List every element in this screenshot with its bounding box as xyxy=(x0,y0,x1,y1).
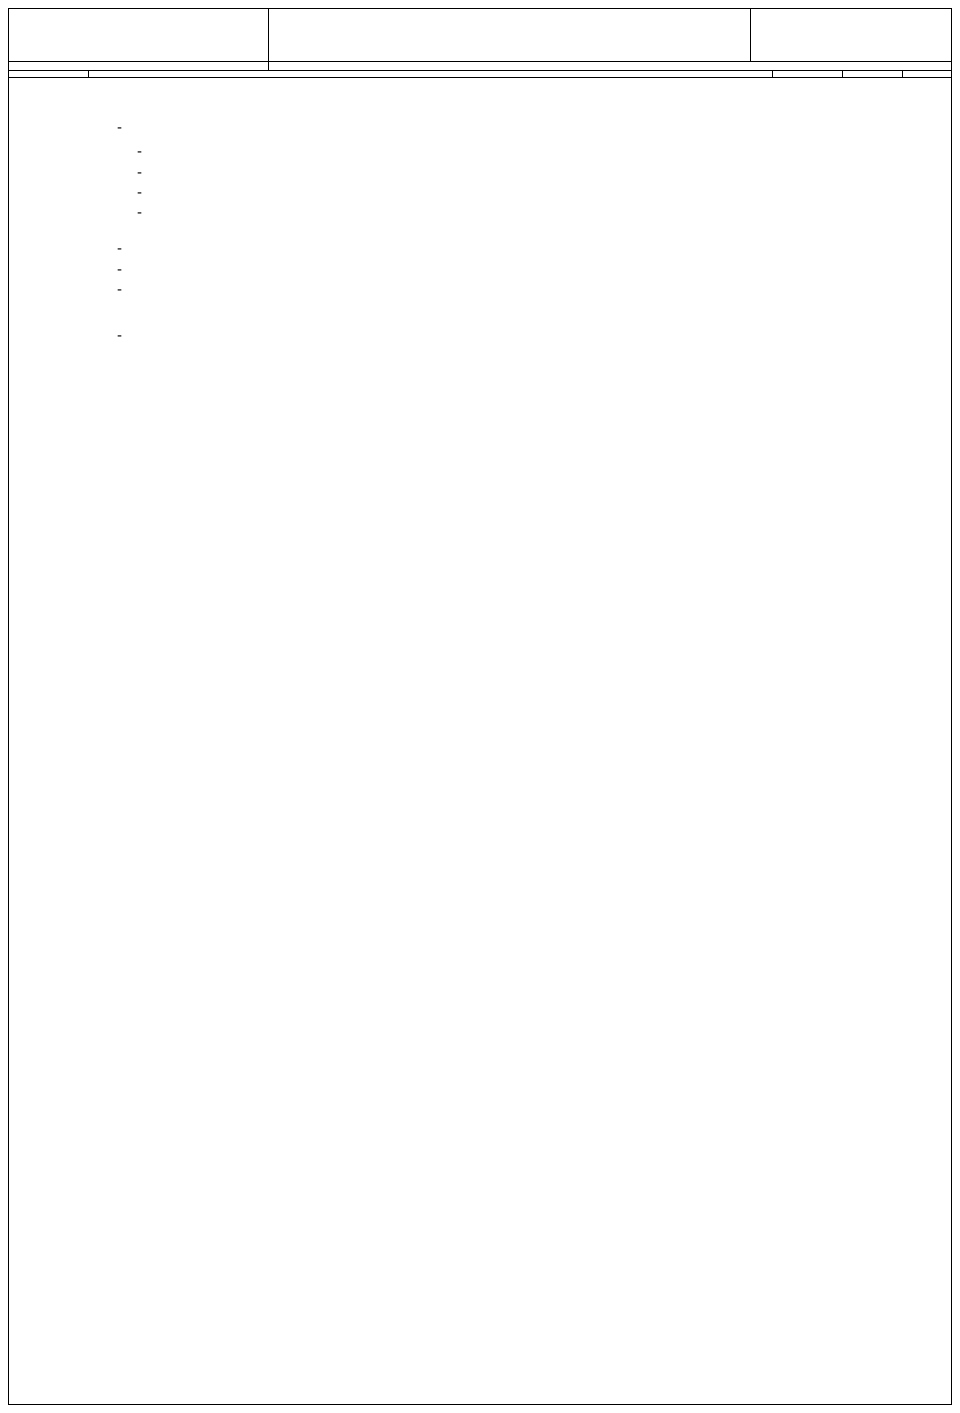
col-text xyxy=(89,71,773,77)
col-mangd xyxy=(773,71,843,77)
status-row xyxy=(9,62,951,71)
status-cell xyxy=(9,62,269,70)
dash-icon: - xyxy=(117,260,141,280)
dash-icon: - xyxy=(137,163,157,183)
meta-cell xyxy=(751,9,951,61)
dash-icon: - xyxy=(117,118,141,138)
col-enhet xyxy=(843,71,903,77)
rev-column xyxy=(903,78,951,1218)
col-rev xyxy=(903,71,951,77)
col-kod xyxy=(9,71,89,77)
document-page: - - - - - - - - - xyxy=(8,8,952,1405)
dash-icon: - xyxy=(117,239,141,259)
kod-column xyxy=(9,78,89,1218)
dash-icon: - xyxy=(117,280,141,300)
plan-list: - xyxy=(93,118,761,138)
column-headers xyxy=(9,71,951,78)
sub-list: - - - - xyxy=(93,142,761,223)
body-area: - - - - - - - - - xyxy=(9,78,951,1218)
header-row xyxy=(9,9,951,62)
dash-icon: - xyxy=(117,326,141,346)
list-2: - - - xyxy=(93,239,761,300)
dash-icon: - xyxy=(137,203,157,223)
revdatum-cell xyxy=(269,62,951,70)
company-cell xyxy=(9,9,269,61)
handlingar-list: - xyxy=(93,326,761,346)
dash-icon: - xyxy=(137,183,157,203)
enhet-column xyxy=(843,78,903,1218)
dash-icon: - xyxy=(137,142,157,162)
text-column: - - - - - - - - - xyxy=(89,78,773,1218)
mangd-column xyxy=(773,78,843,1218)
title-cell xyxy=(269,9,751,61)
